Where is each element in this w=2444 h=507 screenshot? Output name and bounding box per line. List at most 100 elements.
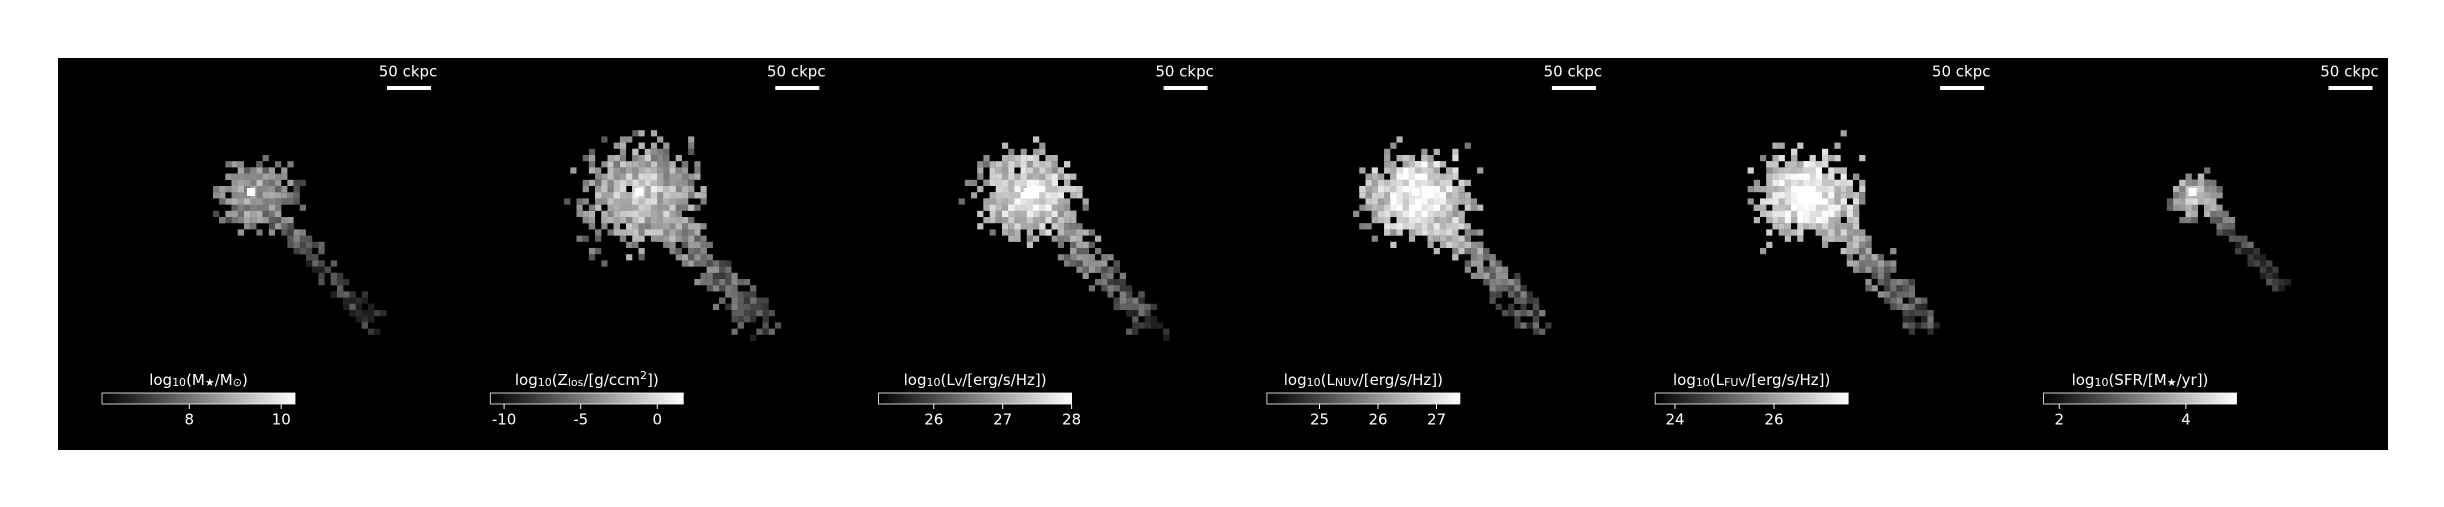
pixel — [2259, 272, 2267, 279]
pixel — [1433, 229, 1440, 236]
pixel — [588, 223, 596, 230]
pixel — [231, 173, 238, 180]
pixel — [268, 204, 275, 211]
pixel — [650, 186, 658, 193]
pixel — [343, 303, 350, 310]
pixel — [231, 179, 238, 186]
pixel — [1033, 179, 1040, 186]
pixel — [1415, 167, 1422, 174]
pixel — [619, 167, 627, 174]
pixel — [1026, 155, 1033, 162]
pixel — [1039, 210, 1046, 217]
pixel — [750, 291, 757, 298]
pixel — [681, 179, 689, 186]
pixel — [1113, 285, 1120, 292]
pixel — [1365, 186, 1372, 193]
pixel — [1113, 297, 1120, 304]
pixel — [1020, 167, 1027, 174]
pixel — [1033, 161, 1040, 168]
pixel — [1014, 179, 1021, 186]
pixel — [1101, 272, 1108, 279]
pixel — [619, 235, 627, 242]
pixel — [1921, 316, 1928, 323]
pixel — [250, 198, 257, 205]
pixel — [1828, 186, 1835, 193]
pixel — [1908, 279, 1915, 286]
pixel — [762, 297, 769, 304]
pixel — [1427, 167, 1434, 174]
pixel — [694, 248, 701, 255]
pixel — [1033, 186, 1040, 193]
pixel — [694, 192, 701, 199]
pixel — [2210, 186, 2217, 193]
pixel — [1772, 155, 1779, 162]
pixel — [1797, 161, 1804, 168]
pixel — [1439, 179, 1447, 186]
pixel — [1508, 285, 1515, 292]
pixel — [675, 229, 682, 236]
pixel — [613, 217, 620, 224]
pixel — [1359, 204, 1366, 211]
pixel — [743, 297, 751, 304]
pixel — [1803, 210, 1810, 217]
pixel — [983, 198, 990, 205]
pixel — [1433, 186, 1440, 193]
pixel — [1045, 198, 1052, 205]
pixel — [1138, 310, 1145, 317]
pixel — [1439, 217, 1447, 224]
pixel — [657, 223, 664, 230]
pixel — [1076, 254, 1083, 261]
label-part: log — [1673, 371, 1696, 389]
pixel — [1452, 155, 1459, 162]
pixel — [1778, 204, 1785, 211]
pixel — [1353, 210, 1360, 217]
pixel — [964, 179, 971, 186]
pixel — [700, 198, 707, 205]
pixel — [1396, 217, 1403, 224]
pixel — [1020, 217, 1027, 224]
pixel — [374, 310, 381, 317]
pixel — [1039, 148, 1046, 155]
pixel — [1026, 198, 1033, 205]
pixel — [1126, 291, 1133, 298]
pixel — [1828, 204, 1835, 211]
pixel — [669, 198, 676, 205]
pixel — [601, 260, 608, 267]
pixel — [644, 167, 651, 174]
pixel — [1921, 310, 1928, 317]
pixel — [1070, 217, 1077, 224]
pixel — [731, 285, 738, 292]
pixel — [706, 254, 713, 261]
pixel — [1421, 192, 1428, 199]
pixel — [1070, 186, 1077, 193]
pixel — [275, 179, 282, 186]
pixel — [1514, 279, 1521, 286]
pixel — [1809, 167, 1816, 174]
pixel — [1020, 173, 1027, 180]
pixel — [2204, 186, 2211, 193]
pixel — [1070, 210, 1077, 217]
pixel — [1834, 235, 1841, 242]
pixel — [1784, 167, 1791, 174]
pixel — [1840, 210, 1847, 217]
pixel — [1908, 328, 1915, 335]
pixel — [1784, 173, 1791, 180]
pixel — [1846, 217, 1853, 224]
pixel — [1890, 297, 1897, 304]
pixel — [1884, 285, 1891, 292]
pixel — [1784, 217, 1791, 224]
pixel — [1014, 198, 1021, 205]
pixel — [1859, 266, 1866, 273]
pixel — [1464, 179, 1471, 186]
pixel — [1915, 310, 1922, 317]
pixel — [995, 173, 1002, 180]
pixel — [2253, 254, 2260, 261]
pixel — [1477, 248, 1484, 255]
pixel — [1470, 204, 1478, 211]
pixel — [688, 136, 695, 143]
pixel — [1464, 192, 1471, 199]
pixel — [2197, 173, 2205, 180]
pixel — [1853, 173, 1860, 180]
pixel — [644, 198, 651, 205]
